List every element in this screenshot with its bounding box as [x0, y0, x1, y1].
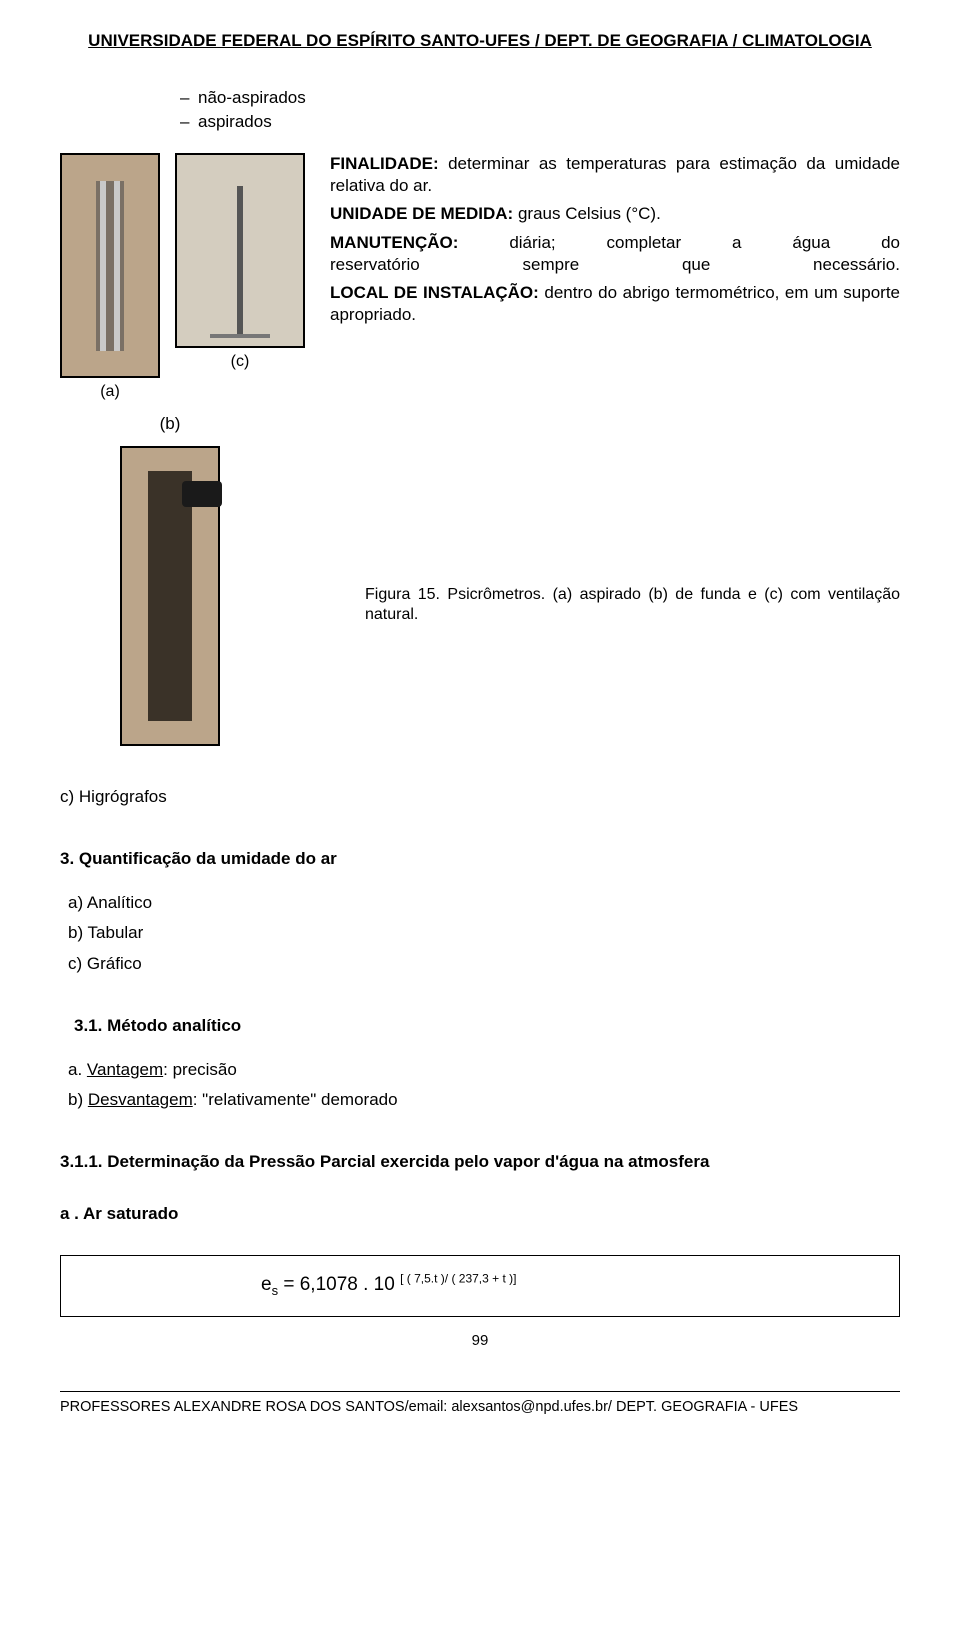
formula-container: es = 6,1078 . 10 [ ( 7,5.t )/ ( 237,3 + …	[60, 1255, 900, 1317]
list-item: c) Higrógrafos	[60, 786, 900, 808]
desc-text: graus Celsius (°C).	[513, 204, 661, 223]
desc-label: MANUTENÇÃO:	[330, 233, 458, 252]
psychrometer-c-image	[175, 153, 305, 348]
bullet-text: aspirados	[198, 111, 272, 133]
item-prefix: a.	[68, 1060, 87, 1079]
list-item: c) Gráfico	[68, 953, 900, 975]
formula-exp: [ ( 7,5.t )/ ( 237,3 + t )]	[400, 1272, 516, 1286]
desc-line: MANUTENÇÃO: diária; completar a água do	[330, 232, 900, 254]
desc-label: LOCAL DE INSTALAÇÃO:	[330, 283, 539, 302]
figure-b-column: (b)	[60, 413, 280, 746]
psychrometer-a-image	[60, 153, 160, 378]
figure-15-caption: Figura 15. Psicrômetros. (a) aspirado (b…	[305, 585, 900, 747]
bullet-item: – aspirados	[180, 111, 900, 133]
desc-label: UNIDADE DE MEDIDA:	[330, 204, 513, 223]
figure-row: (a) (c) FINALIDADE: determinar as temper…	[60, 153, 900, 403]
section-3-1-1-title: 3.1.1. Determinação da Pressão Parcial e…	[60, 1151, 900, 1173]
bullet-item: – não-aspirados	[180, 87, 900, 109]
psychrometer-b-image	[120, 446, 220, 746]
figure-a-column: (a)	[60, 153, 160, 403]
description-block: FINALIDADE: determinar as temperaturas p…	[320, 153, 900, 332]
desc-line: UNIDADE DE MEDIDA: graus Celsius (°C).	[330, 203, 900, 225]
item-prefix: b)	[68, 1090, 88, 1109]
desc-line: LOCAL DE INSTALAÇÃO: dentro do abrigo te…	[330, 282, 900, 326]
list-item: b) Tabular	[68, 922, 900, 944]
item-suffix: : "relativamente" demorado	[193, 1090, 398, 1109]
section-3-1-title: 3.1. Método analítico	[74, 1015, 900, 1037]
page-footer: PROFESSORES ALEXANDRE ROSA DOS SANTOS/em…	[60, 1398, 900, 1417]
footer-divider	[60, 1391, 900, 1392]
figure-a-label: (a)	[60, 382, 160, 403]
desc-label: FINALIDADE:	[330, 154, 439, 173]
bullet-list: – não-aspirados – aspirados	[180, 87, 900, 133]
item-suffix: : precisão	[163, 1060, 237, 1079]
item-underline: Desvantagem	[88, 1090, 193, 1109]
list-item: a) Analítico	[68, 892, 900, 914]
section-3: 3. Quantificação da umidade do ar a) Ana…	[60, 848, 900, 974]
figure-c-column: (c)	[175, 153, 305, 373]
bullet-text: não-aspirados	[198, 87, 306, 109]
section-3-title: 3. Quantificação da umidade do ar	[60, 848, 900, 870]
list-item: b) Desvantagem: "relativamente" demorado	[68, 1089, 900, 1111]
list-item: a. Vantagem: precisão	[68, 1059, 900, 1081]
figure-b-row: (b) Figura 15. Psicrômetros. (a) aspirad…	[60, 413, 900, 746]
desc-text: diária; completar a água do	[458, 233, 900, 252]
dash-icon: –	[180, 87, 198, 109]
section-3-1-1: 3.1.1. Determinação da Pressão Parcial e…	[60, 1151, 900, 1225]
desc-line: FINALIDADE: determinar as temperaturas p…	[330, 153, 900, 197]
item-underline: Vantagem	[87, 1060, 163, 1079]
figure-c-label: (c)	[175, 352, 305, 373]
formula-box: es = 6,1078 . 10 [ ( 7,5.t )/ ( 237,3 + …	[60, 1255, 900, 1317]
page-header: UNIVERSIDADE FEDERAL DO ESPÍRITO SANTO-U…	[60, 30, 900, 52]
subsection-a: a . Ar saturado	[60, 1203, 900, 1225]
formula-base: e	[261, 1274, 272, 1295]
figure-b-label: (b)	[160, 413, 181, 435]
page-number: 99	[60, 1331, 900, 1351]
desc-text: reservatório sempre que necessário.	[330, 255, 900, 274]
dash-icon: –	[180, 111, 198, 133]
desc-line: reservatório sempre que necessário.	[330, 254, 900, 276]
section-3-1: 3.1. Método analítico a. Vantagem: preci…	[60, 1015, 900, 1111]
formula-eq: = 6,1078 . 10	[278, 1274, 400, 1295]
section-c: c) Higrógrafos	[60, 786, 900, 808]
